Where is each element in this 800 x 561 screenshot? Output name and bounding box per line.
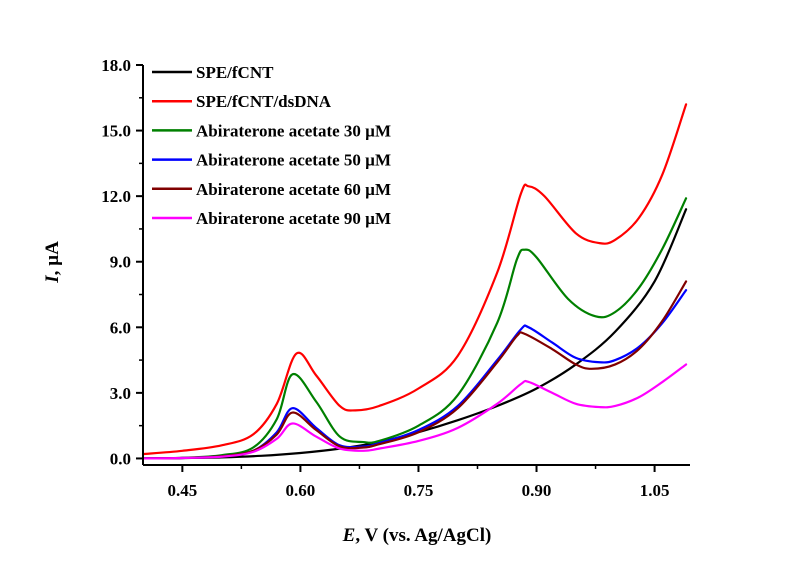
legend-label: Abiraterone acetate 30 µM xyxy=(196,121,391,140)
series-layer xyxy=(141,103,688,460)
y-tick-label: 6.0 xyxy=(110,318,131,337)
x-tick-label: 0.60 xyxy=(286,481,316,500)
x-axis-title: E, V (vs. Ag/AgCl) xyxy=(342,525,492,546)
legend-label: SPE/fCNT/dsDNA xyxy=(196,92,332,111)
y-tick-label: 12.0 xyxy=(101,187,131,206)
legend-label: SPE/fCNT xyxy=(196,63,274,82)
x-tick-label: 0.90 xyxy=(522,481,552,500)
y-tick-label: 0.0 xyxy=(110,449,131,468)
legend-label: Abiraterone acetate 60 µM xyxy=(196,180,391,199)
series-line-5 xyxy=(141,280,688,460)
ticks-layer: 0.0 3.0 6.0 9.0 12.0 15.0 18.0 0.45 0.60 0.75 0.90… xyxy=(101,56,669,500)
legend: SPE/fCNT SPE/fCNT/dsDNA Abiraterone acetat… xyxy=(152,63,391,228)
series-line-1 xyxy=(141,208,688,460)
legend-label: Abiraterone acetate 50 µM xyxy=(196,151,391,170)
y-tick-label: 18.0 xyxy=(101,56,131,75)
legend-label: Abiraterone acetate 90 µM xyxy=(196,209,391,228)
y-tick-label: 3.0 xyxy=(110,384,131,403)
x-tick-label: 1.05 xyxy=(640,481,670,500)
y-tick-label: 15.0 xyxy=(101,122,131,141)
axes-layer xyxy=(142,65,690,466)
x-tick-label: 0.45 xyxy=(167,481,197,500)
y-tick-label: 9.0 xyxy=(110,253,131,272)
series-line-3 xyxy=(141,197,688,460)
x-tick-label: 0.75 xyxy=(404,481,434,500)
y-axis-title: I, µA xyxy=(42,241,63,284)
series-line-6 xyxy=(141,363,688,460)
series-line-2 xyxy=(141,103,688,456)
